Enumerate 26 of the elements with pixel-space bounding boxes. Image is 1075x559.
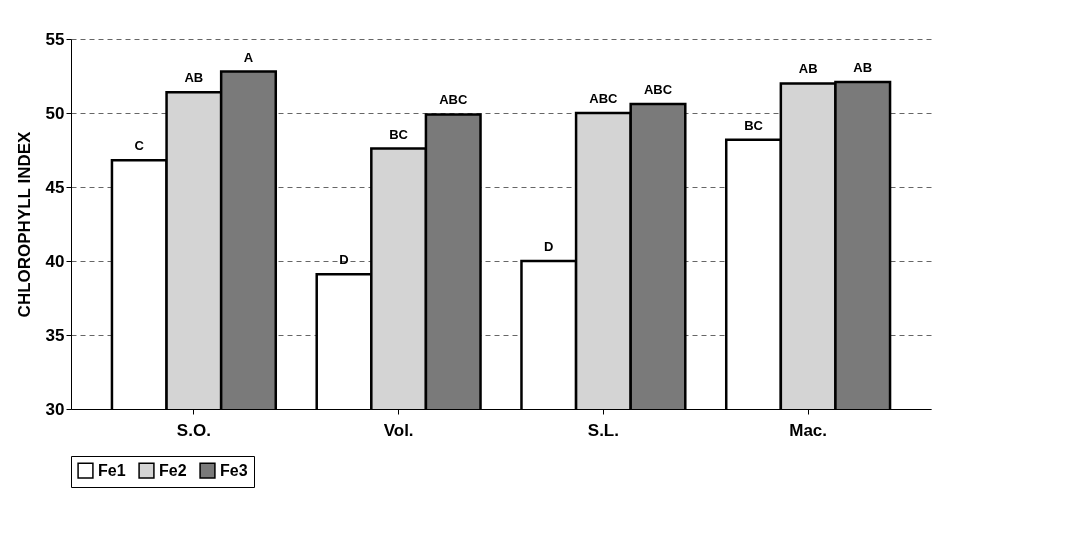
- legend-label: Fe3: [220, 461, 248, 479]
- data-label: BC: [744, 117, 764, 133]
- data-label: A: [243, 49, 254, 65]
- data-label: AB: [184, 70, 204, 86]
- x-tick-label: S.L.: [587, 420, 619, 440]
- data-label: C: [134, 138, 145, 154]
- data-label: ABC: [439, 92, 468, 108]
- x-tick-label: S.O.: [176, 420, 211, 440]
- y-tick-label: 30: [45, 399, 65, 419]
- data-label: AB: [798, 61, 818, 77]
- data-label: D: [339, 252, 349, 268]
- x-tick-label: Mac.: [789, 420, 828, 440]
- data-label: ABC: [589, 91, 619, 106]
- data-label: BC: [389, 126, 409, 142]
- legend-label: Fe1: [98, 461, 126, 479]
- legend-label: Fe2: [159, 461, 187, 479]
- y-tick-label: 35: [45, 325, 65, 345]
- y-tick-label: 40: [45, 251, 65, 271]
- y-tick-label: 45: [45, 177, 65, 197]
- y-tick-label: 50: [45, 103, 65, 123]
- data-label: D: [544, 239, 554, 254]
- data-label: AB: [853, 59, 873, 75]
- y-tick-label: 55: [45, 29, 65, 49]
- y-axis-title: CHLOROPHYLL INDEX: [14, 130, 34, 318]
- x-tick-label: Vol.: [383, 420, 414, 440]
- data-label: ABC: [643, 82, 673, 98]
